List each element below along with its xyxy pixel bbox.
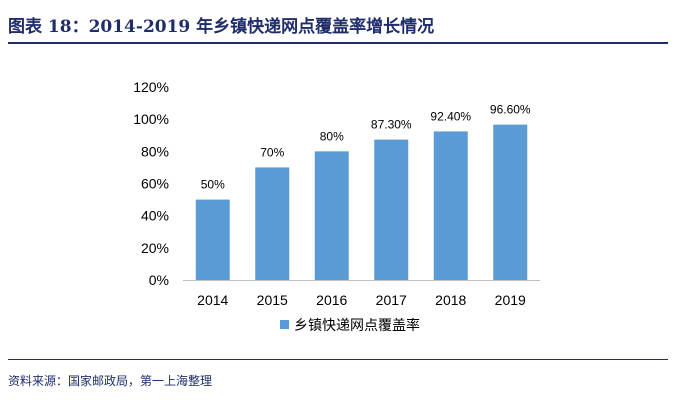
source-note: 资料来源：国家邮政局，第一上海整理: [8, 374, 213, 388]
x-tick-label: 2018: [435, 292, 466, 308]
x-axis: 2014 2015 2016 2017 2018 2019: [197, 292, 526, 308]
y-tick-label: 100%: [133, 111, 169, 127]
data-label: 96.60%: [490, 103, 531, 117]
y-tick-label: 80%: [141, 143, 169, 159]
bar: [493, 124, 528, 280]
x-tick-label: 2014: [197, 292, 228, 308]
footer-rule: [8, 359, 668, 360]
legend: 乡镇快递网点覆盖率: [280, 317, 420, 333]
bar: [195, 199, 230, 280]
data-label: 80%: [320, 129, 344, 143]
bar: [374, 139, 409, 280]
x-tick-label: 2015: [257, 292, 288, 308]
title-rule: [8, 42, 668, 44]
legend-label: 乡镇快递网点覆盖率: [294, 317, 420, 333]
y-axis: 0% 20% 40% 60% 80% 100% 120%: [133, 79, 169, 288]
data-label: 92.40%: [430, 109, 471, 123]
legend-swatch: [280, 320, 289, 329]
y-tick-label: 0%: [149, 272, 169, 288]
data-label: 87.30%: [371, 118, 412, 132]
data-label: 70%: [260, 145, 284, 159]
data-label: 50%: [201, 178, 225, 192]
bar: [433, 131, 468, 280]
y-tick-label: 120%: [133, 79, 169, 95]
y-tick-label: 40%: [141, 208, 169, 224]
x-tick-label: 2017: [376, 292, 407, 308]
bar-series: 50% 70% 80% 87.30% 92.40% 96.60%: [195, 103, 531, 280]
x-tick-label: 2016: [316, 292, 347, 308]
figure-title: 图表 18：2014-2019 年乡镇快递网点覆盖率增长情况: [8, 17, 435, 37]
y-tick-label: 60%: [141, 176, 169, 192]
y-tick-label: 20%: [141, 240, 169, 256]
bar: [255, 167, 290, 280]
bar: [314, 151, 349, 280]
x-tick-label: 2019: [495, 292, 526, 308]
